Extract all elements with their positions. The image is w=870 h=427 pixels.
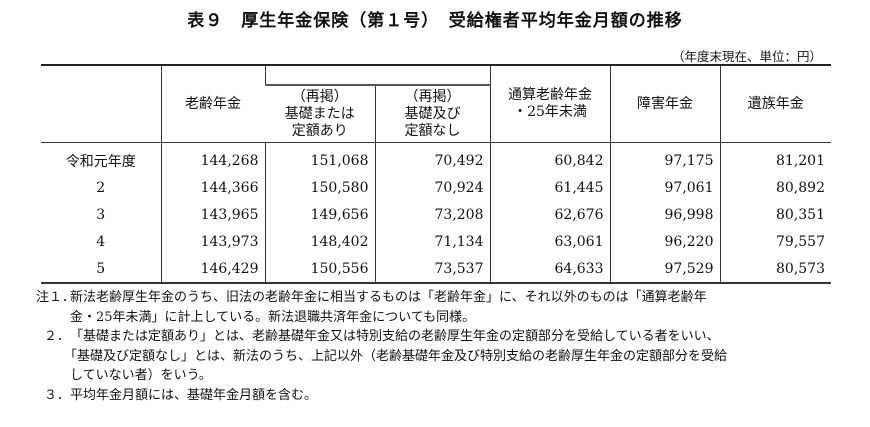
value-cell: 149,656 bbox=[264, 201, 375, 228]
value-cell: 71,134 bbox=[374, 228, 490, 255]
note-line: ２． 「基礎または定額あり」とは、老齢基礎年金又は特別支給の老齢厚生年金の定額部分… bbox=[36, 327, 836, 347]
note-line: していない者）をいう。 bbox=[36, 366, 836, 386]
value-cell: 64,633 bbox=[489, 255, 610, 283]
value-cell: 80,351 bbox=[719, 201, 831, 228]
value-cell: 148,402 bbox=[264, 228, 375, 255]
unit-label: （年度末現在、単位：円） bbox=[671, 49, 822, 64]
value-cell: 73,537 bbox=[374, 255, 490, 283]
value-cell: 144,366 bbox=[160, 174, 265, 201]
value-cell: 80,573 bbox=[719, 255, 831, 283]
note-text: 新法老齢厚生年金のうち、旧法の老齢年金に相当するものは「老齢年金」に、それ以外の… bbox=[70, 290, 707, 305]
value-cell: 70,924 bbox=[374, 174, 490, 201]
table-row: 4 143,973 148,402 71,134 63,061 96,220 79,557 bbox=[41, 228, 831, 255]
note-line: 「基礎及び定額なし」とは、新法のうち、上記以外（老齢基礎年金及び特別支給の老齢厚… bbox=[36, 347, 836, 367]
header-tsusan: 通算老齢年金 ・25年未満 bbox=[489, 65, 610, 143]
table-row: 令和元年度 144,268 151,068 70,492 60,842 97,175 81,… bbox=[41, 142, 831, 174]
value-cell: 144,268 bbox=[160, 142, 265, 174]
note-line: 注１． 新法老齢厚生年金のうち、旧法の老齢年金に相当するものは「老齢年金」に、それ… bbox=[36, 288, 836, 308]
table-row: 3 143,965 149,656 73,208 62,676 96,998 80,351 bbox=[41, 201, 831, 228]
value-cell: 143,965 bbox=[160, 201, 265, 228]
value-cell: 79,557 bbox=[719, 228, 831, 255]
value-cell: 63,061 bbox=[489, 228, 610, 255]
table-row: 5 146,429 150,556 73,537 64,633 97,529 80,573 bbox=[41, 255, 831, 283]
note-text: 平均年金月額には、基礎年金月額を含む。 bbox=[70, 387, 318, 403]
value-cell: 97,529 bbox=[609, 255, 720, 283]
note-label: ３． bbox=[43, 387, 70, 403]
note-line: ３． 平均年金月額には、基礎年金月額を含む。 bbox=[36, 386, 836, 406]
value-cell: 150,580 bbox=[264, 174, 375, 201]
value-cell: 62,676 bbox=[489, 201, 610, 228]
year-cell: 4 bbox=[96, 233, 106, 250]
note-text: していない者）をいう。 bbox=[70, 368, 212, 383]
year-cell: 5 bbox=[96, 260, 106, 277]
page-title: 表９ 厚生年金保険（第１号） 受給権者平均年金月額の推移 bbox=[187, 11, 683, 31]
table-row: 2 144,366 150,580 70,924 61,445 97,061 80,892 bbox=[41, 174, 831, 201]
note-line: 金・25年未満」に計上している。新法退職共済年金についても同様。 bbox=[36, 308, 836, 328]
value-cell: 80,892 bbox=[719, 174, 831, 201]
header-survivor: 遺族年金 bbox=[719, 65, 831, 143]
value-cell: 150,556 bbox=[264, 255, 375, 283]
header-disability: 障害年金 bbox=[609, 65, 720, 143]
value-cell: 96,220 bbox=[609, 228, 720, 255]
value-cell: 143,973 bbox=[160, 228, 265, 255]
value-cell: 70,492 bbox=[374, 142, 490, 174]
header-reprint-without-basic: （再掲） 基礎及び 定額なし bbox=[374, 84, 490, 143]
pension-table: 老齢年金 通算老齢年金 ・25年未満 障害年金 遺族年金 （再掲） 基礎または 定額あ… bbox=[41, 64, 831, 284]
header-spacer bbox=[264, 65, 490, 85]
year-cell: 令和元年度 bbox=[65, 153, 136, 170]
year-cell: 3 bbox=[96, 206, 106, 223]
value-cell: 81,201 bbox=[719, 142, 831, 174]
value-cell: 97,175 bbox=[609, 142, 720, 174]
note-text: 「基礎及び定額なし」とは、新法のうち、上記以外（老齢基礎年金及び特別支給の老齢厚… bbox=[64, 348, 728, 364]
note-label bbox=[36, 366, 70, 386]
value-cell: 146,429 bbox=[160, 255, 265, 283]
year-cell: 2 bbox=[96, 179, 106, 196]
value-cell: 151,068 bbox=[264, 142, 375, 174]
value-cell: 97,061 bbox=[609, 174, 720, 201]
note-label: 注１． bbox=[36, 290, 76, 305]
header-reprint-with-basic: （再掲） 基礎または 定額あり bbox=[265, 84, 375, 143]
note-label bbox=[36, 308, 70, 328]
value-cell: 61,445 bbox=[489, 174, 610, 201]
note-text: 「基礎または定額あり」とは、老齢基礎年金又は特別支給の老齢厚生年金の定額部分を受… bbox=[70, 329, 720, 344]
value-cell: 60,842 bbox=[489, 142, 610, 174]
header-blank bbox=[41, 65, 161, 143]
notes: 注１． 新法老齢厚生年金のうち、旧法の老齢年金に相当するものは「老齢年金」に、それ… bbox=[36, 288, 836, 405]
value-cell: 96,998 bbox=[609, 201, 720, 228]
header-old-age: 老齢年金 bbox=[160, 65, 265, 143]
value-cell: 73,208 bbox=[374, 201, 490, 228]
note-text: 金・25年未満」に計上している。新法退職共済年金についても同様。 bbox=[70, 309, 476, 325]
note-label: ２． bbox=[43, 329, 70, 344]
